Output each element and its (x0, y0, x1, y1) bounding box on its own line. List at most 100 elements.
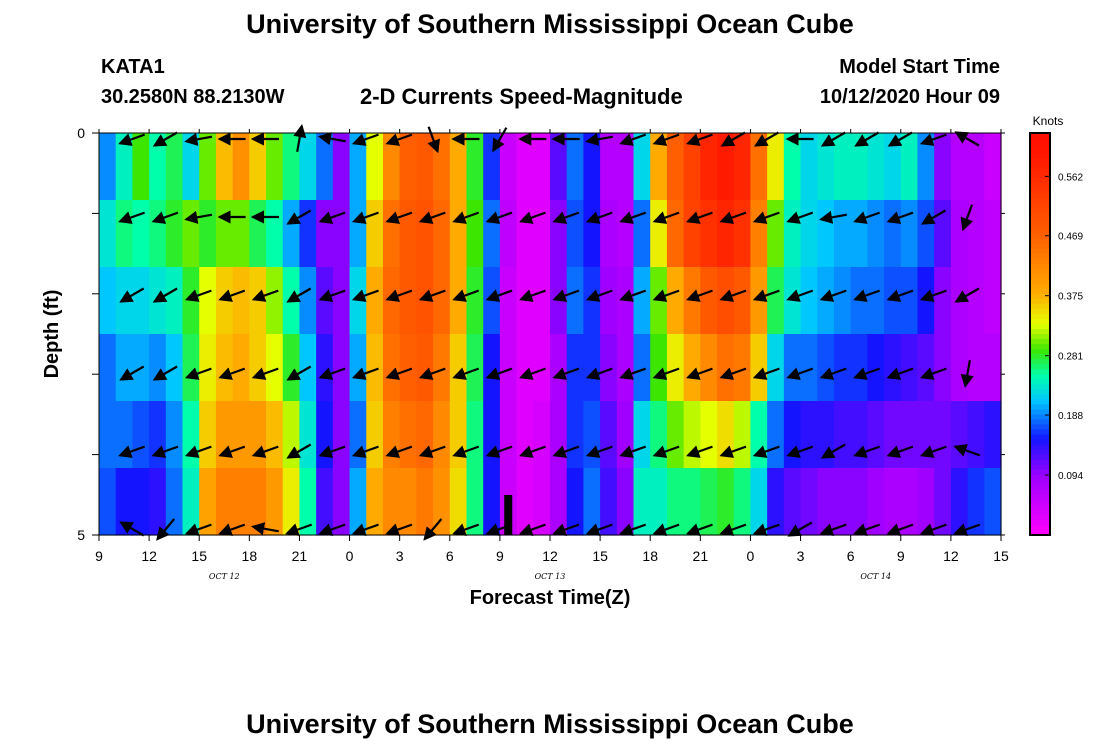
heat-cell (666, 334, 685, 402)
heat-cell (600, 267, 618, 335)
heat-cell (149, 468, 167, 536)
heat-cell (984, 401, 1002, 469)
colorbar-segment (1030, 163, 1050, 169)
heat-cell (215, 200, 234, 268)
current-arrow (452, 445, 480, 458)
heat-cell (750, 200, 768, 268)
current-arrow (953, 523, 981, 536)
heat-cell (600, 133, 618, 201)
current-arrow (519, 445, 546, 458)
heat-cell (850, 468, 868, 536)
heat-cell (232, 334, 250, 402)
current-arrow (585, 211, 613, 224)
current-arrow (752, 289, 780, 302)
heat-cell (349, 267, 367, 335)
heat-cell (282, 334, 301, 402)
heat-cell (215, 133, 234, 201)
colorbar-segment (1030, 238, 1050, 245)
colorbar-frame (1029, 132, 1051, 536)
current-arrow (585, 523, 613, 536)
current-arrow (251, 367, 279, 380)
colorbar-segment (1030, 379, 1050, 385)
heat-cell (934, 267, 952, 335)
heat-cell (700, 468, 718, 536)
current-arrow (385, 367, 413, 380)
heat-cell (566, 200, 584, 268)
heat-cell (433, 468, 451, 536)
current-arrow (854, 131, 880, 147)
heat-cell (182, 401, 200, 469)
heat-cell (149, 200, 167, 268)
current-arrow (652, 367, 680, 380)
heat-cell (633, 401, 651, 469)
heat-cell (984, 200, 1002, 268)
current-arrow (853, 445, 880, 458)
heat-cell (783, 468, 802, 536)
heat-cell (867, 133, 885, 201)
current-arrow (184, 523, 212, 536)
heat-cell (650, 200, 668, 268)
current-arrow (427, 126, 440, 154)
heat-cell (349, 200, 367, 268)
heat-cell (533, 334, 551, 402)
heat-cell (132, 267, 150, 335)
current-arrow (286, 365, 312, 381)
heat-cell (717, 334, 735, 402)
current-arrow (552, 289, 580, 302)
current-arrow (953, 444, 981, 457)
heat-cell (950, 133, 969, 201)
heat-cell (232, 267, 250, 335)
page-title: University of Southern Mississippi Ocean… (246, 9, 854, 39)
colorbar-segment (1030, 374, 1050, 380)
current-arrow (452, 367, 480, 380)
heat-cell (449, 133, 468, 201)
heat-cell (499, 401, 518, 469)
colorbar-segment (1030, 208, 1050, 215)
current-arrow (492, 127, 508, 153)
heat-cell (115, 468, 133, 536)
current-arrow (752, 445, 780, 458)
current-arrow (418, 211, 446, 224)
current-arrow (218, 445, 246, 458)
heat-cell (833, 468, 852, 536)
heat-cell (382, 200, 401, 268)
current-arrow (152, 131, 178, 147)
heat-cell (884, 133, 902, 201)
heat-cell (399, 334, 417, 402)
heat-cell (182, 133, 200, 201)
current-arrow (853, 367, 880, 380)
heat-cell (299, 200, 317, 268)
heat-cell (349, 334, 367, 402)
colorbar-segment (1030, 328, 1050, 335)
heat-cell (483, 401, 501, 469)
colorbar-tick-label: 0.469 (1058, 232, 1083, 243)
heat-cell (516, 200, 534, 268)
heat-cell (850, 401, 868, 469)
heat-cell (884, 468, 902, 536)
current-arrow (418, 289, 446, 302)
heat-cell (366, 133, 384, 201)
current-arrow (619, 445, 647, 458)
current-arrow (519, 289, 546, 302)
heat-cell (950, 334, 969, 402)
colorbar-segment (1030, 364, 1050, 370)
x-tick-label: 6 (847, 548, 855, 564)
heat-cell (817, 133, 835, 201)
heat-cell (650, 267, 668, 335)
heat-cell (733, 200, 752, 268)
x-tick-label: 12 (542, 548, 558, 564)
heat-cell (967, 267, 985, 335)
current-arrow (318, 289, 346, 302)
x-tick-label: 15 (191, 548, 207, 564)
heat-cell (917, 401, 935, 469)
heat-cell (967, 133, 985, 201)
current-arrow (351, 289, 379, 302)
current-arrow (485, 367, 513, 380)
station-id: KATA1 (101, 56, 165, 78)
x-axis-label: Forecast Time(Z) (470, 587, 631, 609)
current-arrow (286, 443, 312, 459)
heat-cell (266, 200, 284, 268)
current-arrow (686, 211, 713, 224)
heat-cell (99, 401, 117, 469)
